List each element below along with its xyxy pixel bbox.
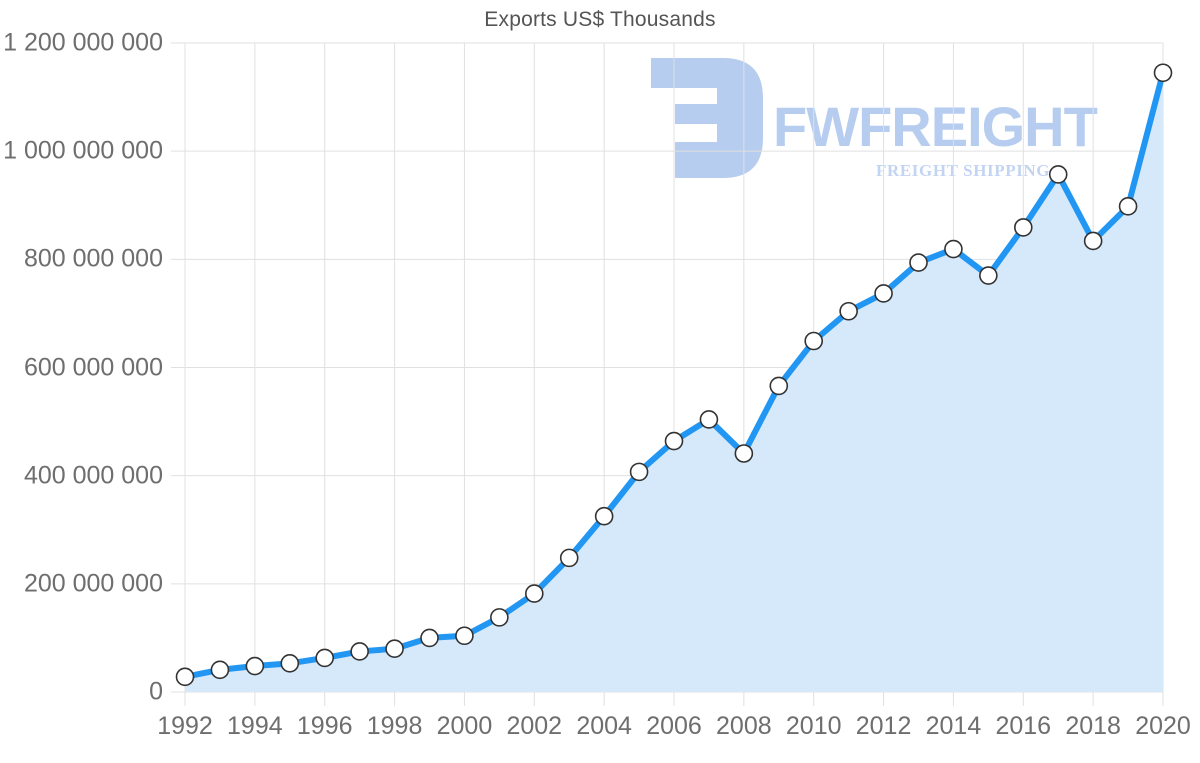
data-point-marker[interactable] [874,284,893,303]
data-point-marker[interactable] [594,506,614,526]
data-point-marker[interactable] [699,410,719,429]
data-point-marker[interactable] [385,639,404,659]
data-point-marker[interactable] [979,266,998,285]
chart-title: Exports US$ Thousands [484,8,716,31]
y-axis-tick-label: 1 200 000 000 [3,28,163,57]
data-point-marker[interactable] [1153,63,1173,83]
data-point-marker[interactable] [350,642,369,661]
data-point-marker[interactable] [734,444,754,463]
x-axis-tick-label: 2010 [785,712,842,740]
x-axis-tick-label: 1996 [296,712,353,740]
data-point-marker[interactable] [420,628,439,648]
data-point-marker[interactable] [944,239,963,259]
data-markers [175,63,1173,687]
data-point-marker[interactable] [455,626,474,646]
x-axis-tick-label: 2006 [646,712,702,740]
x-axis-tick-label: 1994 [227,712,283,740]
data-point-marker[interactable] [210,660,230,680]
y-axis-tick-label: 0 [149,677,163,706]
area-fill [185,72,1163,692]
x-axis-tick-label: 2016 [995,712,1052,740]
data-point-marker[interactable] [1118,197,1138,216]
data-point-marker[interactable] [1013,218,1033,237]
x-axis-tick-label: 2018 [1065,712,1121,740]
x-axis-tick-label: 2004 [576,712,632,740]
x-axis-tick-label: 1998 [366,712,423,740]
data-point-marker[interactable] [315,648,335,668]
data-point-marker[interactable] [839,301,858,321]
data-point-marker[interactable] [769,376,789,396]
data-point-marker[interactable] [1083,231,1103,251]
data-point-marker[interactable] [629,462,649,482]
data-point-marker[interactable] [490,608,509,627]
y-axis-tick-label: 600 000 000 [23,353,163,381]
data-point-marker[interactable] [524,584,544,603]
x-axis-tick-label: 2012 [855,712,912,740]
data-point-marker[interactable] [804,331,824,351]
data-point-marker[interactable] [909,253,928,272]
y-axis-tick-label: 200 000 000 [23,569,163,598]
data-point-marker[interactable] [245,656,265,676]
x-axis-tick-label: 2014 [925,712,982,740]
data-point-marker[interactable] [1048,165,1068,184]
data-point-marker[interactable] [559,548,579,568]
data-point-marker[interactable] [175,667,195,687]
data-point-marker[interactable] [280,654,300,673]
x-axis-tick-label: 1992 [157,712,213,740]
y-axis-tick-label: 1 000 000 000 [3,136,163,165]
x-axis-tick-label: 2000 [436,712,493,740]
y-axis-tick-label: 400 000 000 [23,461,163,490]
x-axis-tick-label: 2020 [1135,712,1191,740]
y-axis-tick-label: 800 000 000 [23,244,163,273]
data-point-marker[interactable] [664,431,684,451]
x-axis-tick-label: 2002 [506,712,563,740]
x-axis-tick-label: 2008 [716,712,772,740]
